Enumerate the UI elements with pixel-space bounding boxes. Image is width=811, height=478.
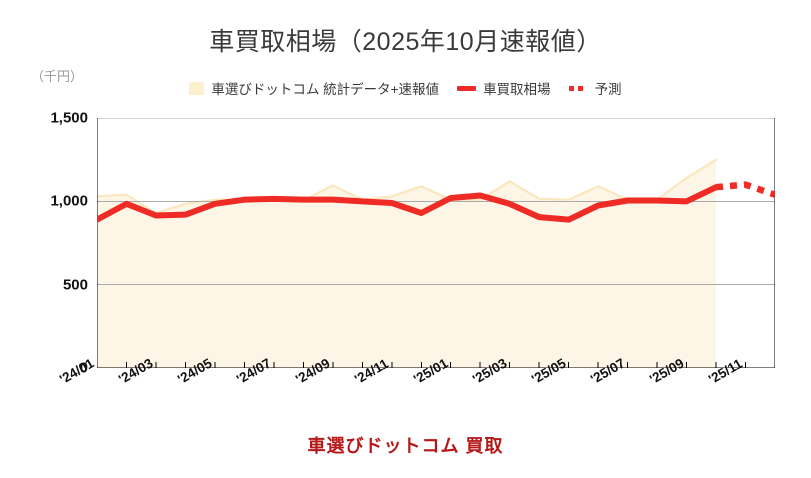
x-tick-label: '25/05 [528, 355, 569, 387]
legend-item-forecast[interactable]: 予測 [568, 78, 622, 98]
x-tick-label: '24/09 [292, 355, 333, 387]
footer-source-label: 車選びドットコム 買取 [307, 436, 504, 456]
x-tick-label: '24/07 [233, 355, 274, 387]
legend-label-area: 車選びドットコム 統計データ+速報値 [211, 82, 440, 97]
chart-canvas [97, 118, 775, 368]
plot-area [97, 118, 775, 368]
y-tick-label: 1,500 [50, 109, 88, 127]
legend-item-line[interactable]: 車買取相場 [457, 78, 551, 98]
x-tick-label: '24/03 [115, 355, 156, 387]
x-tick-label: '24/11 [351, 355, 391, 387]
x-tick-label: '25/01 [410, 355, 451, 387]
x-tick-label: '25/09 [646, 355, 687, 387]
x-tick-label: '24/01 [57, 355, 97, 387]
y-axis-labels: 1,500 1,000 500 0 [26, 0, 88, 478]
legend-label-line: 車買取相場 [483, 82, 551, 97]
dotted-line-swatch-icon [568, 85, 588, 91]
x-tick-label: '24/05 [174, 355, 215, 387]
chart-title: 車買取相場（2025年10月速報値） [209, 28, 602, 56]
solid-line-swatch-icon [457, 85, 477, 91]
x-tick-label: '25/11 [705, 355, 745, 387]
y-tick-label: 1,000 [50, 192, 88, 210]
area-swatch-icon [189, 81, 205, 95]
y-tick-label: 500 [62, 276, 88, 294]
legend-item-area[interactable]: 車選びドットコム 統計データ+速報値 [189, 78, 439, 98]
chart-legend: 車選びドットコム 統計データ+速報値 車買取相場 予測 [0, 78, 811, 98]
legend-label-forecast: 予測 [594, 82, 622, 97]
y-tick-label: 0 [79, 359, 88, 377]
y-axis-unit-label: （千円） [31, 69, 84, 84]
x-tick-label: '25/07 [587, 355, 628, 387]
x-tick-label: '25/03 [469, 355, 510, 387]
